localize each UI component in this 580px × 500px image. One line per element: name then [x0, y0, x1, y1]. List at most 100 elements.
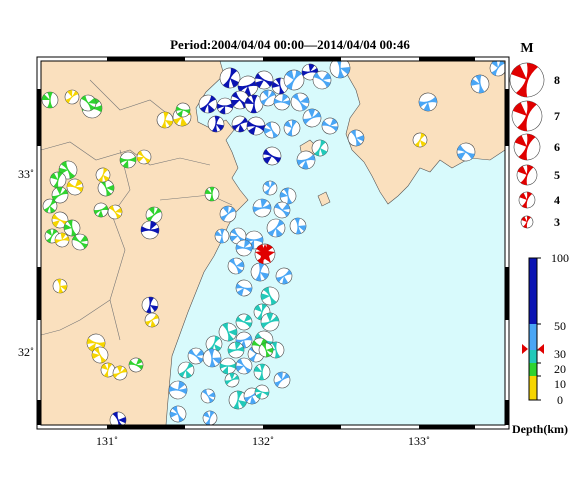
focal-mechanism	[412, 132, 428, 148]
magnitude-legend-label: 7	[554, 109, 560, 123]
focal-mechanism	[109, 411, 127, 425]
focal-mechanism	[175, 102, 191, 118]
focal-mechanism	[252, 198, 272, 218]
focal-mechanism	[52, 278, 68, 294]
focal-mechanism	[119, 151, 137, 169]
colorbar-label-0: 0	[557, 393, 563, 407]
colorbar-band-10-20	[529, 363, 537, 376]
focal-mechanism	[302, 108, 322, 128]
focal-mechanism	[97, 179, 115, 197]
colorbar-label-100: 100	[551, 251, 569, 265]
focal-mechanism	[289, 217, 307, 235]
island	[317, 191, 331, 207]
frame-tick-bar	[505, 400, 509, 425]
focal-mechanism	[273, 93, 291, 111]
focal-mechanism	[263, 121, 281, 139]
focal-mechanism	[224, 372, 240, 388]
magnitude-legend-ball	[518, 191, 536, 209]
mainshock-star-icon	[255, 244, 275, 263]
frame-tick-bar	[263, 57, 341, 61]
focal-mechanism	[262, 146, 282, 166]
focal-mechanism	[54, 232, 70, 248]
magnitude-legend-label: 3	[554, 215, 560, 229]
focal-mechanism	[235, 239, 253, 257]
frame-tick-bar	[419, 57, 475, 61]
frame-tick-bar	[37, 89, 41, 146]
focal-mechanism	[254, 384, 270, 400]
focal-mechanism	[470, 74, 490, 94]
magnitude-legend-ball	[511, 100, 543, 132]
focal-mechanism	[418, 92, 438, 112]
focal-mechanism	[71, 233, 89, 251]
focal-mechanism	[64, 89, 80, 105]
focal-mechanism	[260, 312, 280, 332]
focal-mechanism	[235, 357, 253, 375]
frame-tick-bar	[37, 400, 41, 425]
focal-mechanism	[91, 346, 109, 364]
colorbar-band-50-100	[529, 258, 537, 324]
focal-mechanism	[202, 410, 218, 425]
focal-mechanism	[51, 211, 69, 229]
focal-mechanism	[489, 61, 505, 77]
focal-mechanism	[254, 70, 274, 90]
lon-tick-132: 132˚	[252, 434, 274, 448]
focal-mechanism	[231, 115, 249, 133]
focal-mechanism	[177, 361, 195, 379]
kyushu-land	[41, 61, 249, 425]
focal-mechanism	[266, 218, 286, 238]
earthquake-focal-mechanisms	[41, 61, 505, 425]
magnitude-legend: 8 7 6 5 4 3	[509, 62, 560, 229]
focal-mechanism	[218, 322, 238, 342]
focal-mechanism	[219, 205, 237, 223]
focal-mechanism	[95, 167, 111, 183]
focal-mechanism	[169, 405, 187, 423]
focal-mechanism	[279, 187, 297, 205]
focal-mechanism	[219, 357, 237, 375]
focal-mechanism	[200, 388, 216, 404]
lat-tick-32: 32˚	[18, 345, 34, 359]
colorbar-frame	[528, 257, 538, 401]
prefecture-border	[109, 149, 131, 341]
focal-mechanism	[128, 357, 144, 373]
focal-mechanism	[93, 202, 109, 218]
focal-mechanism	[290, 92, 310, 112]
focal-mechanism	[250, 262, 270, 282]
mainshock-depth-marker	[522, 344, 544, 354]
magnitude-legend-ball	[513, 133, 541, 161]
prefecture-border	[41, 141, 211, 166]
focal-mechanism	[112, 365, 128, 381]
magnitude-legend-ball	[516, 164, 538, 186]
colorbar-unit-label: Depth(km)	[512, 422, 568, 436]
focal-mechanism	[205, 335, 223, 353]
focal-mechanism	[63, 219, 81, 237]
focal-mechanism	[144, 312, 160, 328]
focal-mechanism	[204, 186, 220, 202]
focal-mechanism	[216, 97, 234, 115]
focal-mechanism	[321, 117, 339, 135]
colorbar-label-10: 10	[554, 377, 566, 391]
focal-mechanism	[296, 150, 316, 170]
focal-mechanism	[275, 267, 293, 285]
magnitude-legend-ball	[509, 62, 545, 98]
focal-mechanism	[260, 286, 280, 306]
focal-mechanism	[456, 142, 476, 162]
focal-mechanism	[140, 220, 160, 240]
frame-ticks	[37, 57, 509, 429]
magnitude-legend-label: 8	[554, 73, 560, 87]
map-area	[41, 61, 505, 425]
magnitude-legend-label: 4	[554, 193, 560, 207]
focal-mechanism	[329, 61, 351, 79]
page-title: Period:2004/04/04 00:00––2014/04/04 00:4…	[170, 37, 410, 52]
frame-tick-bar	[107, 57, 185, 61]
focal-mechanism	[283, 119, 301, 137]
magnitude-legend-header: M	[520, 41, 533, 56]
colorbar-band-20-30	[529, 350, 537, 363]
focal-mechanism	[187, 347, 205, 365]
colorbar-label-50: 50	[554, 319, 566, 333]
colorbar-label-20: 20	[554, 362, 566, 376]
focal-mechanism	[141, 296, 159, 314]
frame-tick-bar	[505, 267, 509, 320]
focal-mechanism	[273, 371, 291, 389]
focal-mechanism	[262, 180, 278, 196]
